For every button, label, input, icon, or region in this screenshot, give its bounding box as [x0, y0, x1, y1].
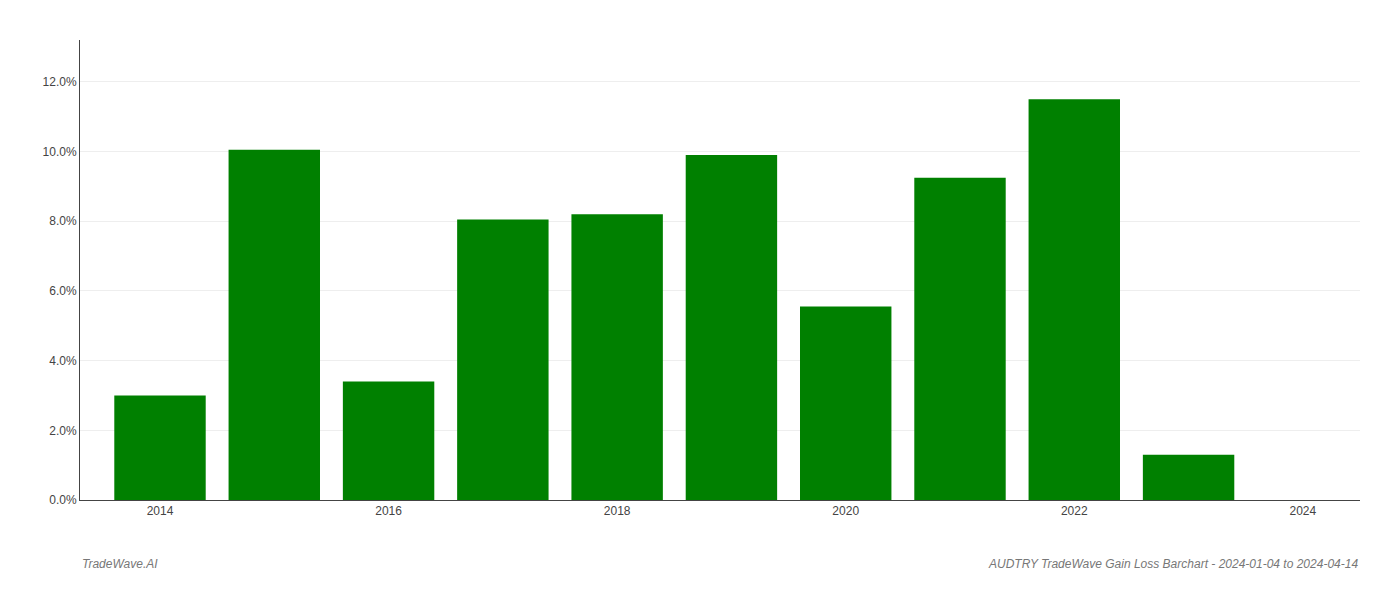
svg-text:8.0%: 8.0% — [49, 214, 77, 228]
svg-text:2018: 2018 — [604, 504, 631, 518]
svg-text:0.0%: 0.0% — [49, 493, 77, 507]
svg-text:AUDTRY TradeWave Gain Loss Bar: AUDTRY TradeWave Gain Loss Barchart - 20… — [988, 557, 1358, 571]
svg-text:10.0%: 10.0% — [43, 145, 77, 159]
svg-text:2024: 2024 — [1290, 504, 1317, 518]
svg-text:4.0%: 4.0% — [49, 354, 77, 368]
svg-text:2022: 2022 — [1061, 504, 1088, 518]
svg-text:6.0%: 6.0% — [49, 284, 77, 298]
svg-text:TradeWave.AI: TradeWave.AI — [82, 557, 158, 571]
svg-text:2.0%: 2.0% — [49, 424, 77, 438]
svg-text:12.0%: 12.0% — [43, 75, 77, 89]
svg-text:2014: 2014 — [147, 504, 174, 518]
svg-text:2020: 2020 — [832, 504, 859, 518]
svg-text:2016: 2016 — [375, 504, 402, 518]
